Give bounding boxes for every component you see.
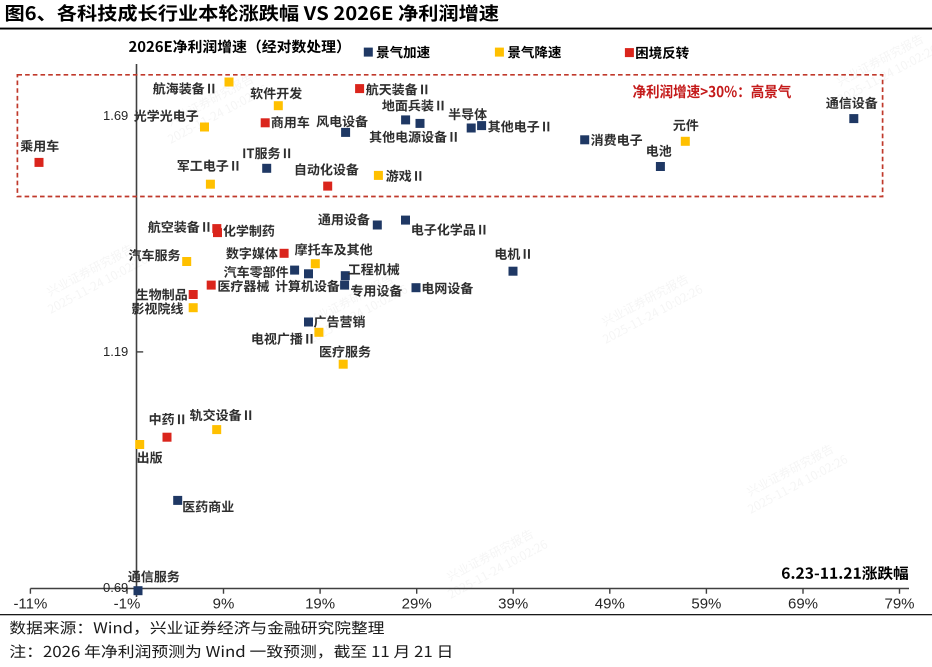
- svg-text:1.19: 1.19: [103, 344, 128, 359]
- svg-text:-1%: -1%: [114, 596, 141, 613]
- svg-text:69%: 69%: [788, 596, 818, 613]
- svg-text:19%: 19%: [305, 596, 335, 613]
- svg-text:1.69: 1.69: [103, 108, 128, 123]
- svg-text:79%: 79%: [884, 596, 914, 613]
- svg-text:59%: 59%: [691, 596, 721, 613]
- svg-text:49%: 49%: [595, 596, 625, 613]
- svg-text:39%: 39%: [498, 596, 528, 613]
- svg-text:9%: 9%: [213, 596, 235, 613]
- svg-text:29%: 29%: [402, 596, 432, 613]
- svg-text:-11%: -11%: [13, 596, 47, 613]
- svg-text:0.69: 0.69: [103, 580, 128, 595]
